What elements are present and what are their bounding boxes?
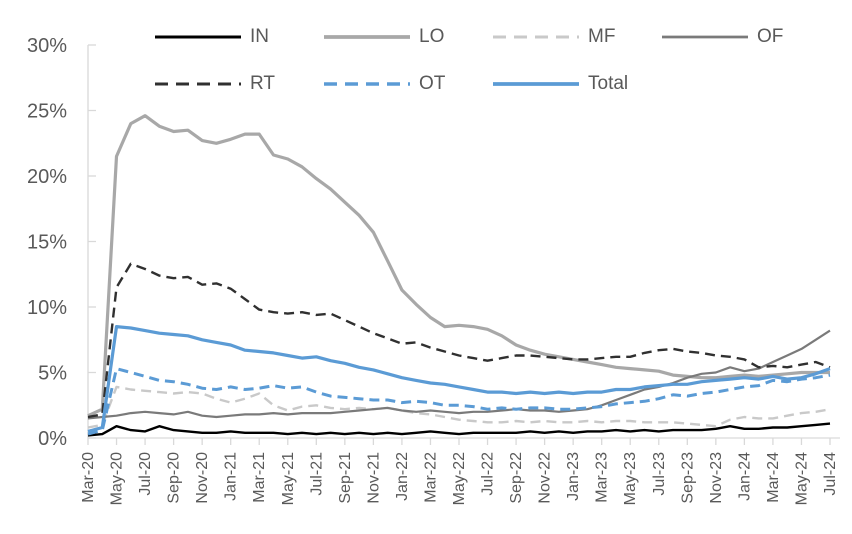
- x-tick-label: Mar-21: [251, 452, 268, 503]
- x-tick-label: Jan-23: [565, 452, 582, 501]
- legend-line-lo-sample: [324, 35, 410, 39]
- y-tick-label: 15%: [27, 232, 67, 254]
- x-tick-label: Sep-20: [166, 452, 183, 504]
- series-line-rt: [87, 262, 831, 419]
- legend-label-in: IN: [250, 26, 269, 47]
- series-line-of: [87, 329, 831, 420]
- legend-line-total-sample: [493, 82, 579, 86]
- x-tick-label: Sep-21: [337, 452, 354, 504]
- y-tick-label: 30%: [27, 35, 67, 57]
- x-tick-label: Nov-21: [365, 452, 382, 504]
- x-tick-label: May-21: [280, 452, 297, 505]
- x-tick-label: Mar-23: [594, 452, 611, 503]
- legend-label-mf: MF: [588, 26, 616, 47]
- legend-label-rt: RT: [250, 73, 275, 94]
- y-tick-label: 0%: [38, 428, 67, 450]
- legend-item-mf: MF: [493, 26, 662, 48]
- series-line-mf: [87, 385, 831, 429]
- series-line-lo: [87, 114, 830, 418]
- x-tick-label: Mar-22: [422, 452, 439, 503]
- series-line-in: [87, 422, 831, 437]
- x-tick-label: May-22: [451, 452, 468, 505]
- x-tick-label: Mar-24: [765, 452, 782, 503]
- legend-label-ot: OT: [419, 73, 446, 94]
- axes: 0% 5% 10% 15% 20% 25% 30% Mar-20 May-20 Jul-20 Sep…: [27, 35, 840, 505]
- legend-line-in-sample: [155, 35, 241, 39]
- x-tick-label: Sep-23: [679, 452, 696, 504]
- legend-item-total: Total: [493, 73, 662, 95]
- legend-item-rt: RT: [155, 73, 324, 95]
- y-tick-label: 10%: [27, 297, 67, 319]
- x-tick-label: Nov-23: [708, 452, 725, 504]
- x-tick-label: Jul-20: [137, 452, 154, 496]
- x-tick-label: Nov-22: [537, 452, 554, 504]
- x-tick-label: Jul-21: [308, 452, 325, 496]
- legend-row-2: RT OT Total: [155, 71, 662, 97]
- legend-line-rt-sample: [155, 82, 241, 86]
- legend-item-lo: LO: [324, 26, 493, 48]
- series-line-total: [87, 325, 831, 433]
- x-tick-label: Jul-24: [822, 452, 839, 496]
- legend-label-of: OF: [757, 26, 784, 47]
- x-tick-label: May-20: [109, 452, 126, 505]
- legend-row-1: IN LO MF OF: [155, 24, 831, 50]
- y-tick-label: 20%: [27, 166, 67, 188]
- legend-line-of-sample: [662, 35, 748, 39]
- legend-item-of: OF: [662, 26, 831, 48]
- series-lines: [87, 114, 831, 437]
- y-tick-label: 25%: [27, 101, 67, 123]
- x-tick-label: Jan-24: [736, 452, 753, 501]
- series-line-ot: [87, 367, 831, 436]
- x-tick-label: Sep-22: [508, 452, 525, 504]
- x-tick-label: Jul-22: [480, 452, 497, 496]
- y-tick-label: 5%: [38, 363, 67, 385]
- legend-label-lo: LO: [419, 26, 445, 47]
- x-tick-label: May-24: [793, 452, 810, 505]
- legend-line-mf-sample: [493, 35, 579, 39]
- legend-label-total: Total: [588, 73, 629, 94]
- x-tick-label: Jan-22: [394, 452, 411, 501]
- legend-item-in: IN: [155, 26, 324, 48]
- x-tick-label: Jan-21: [223, 452, 240, 501]
- x-tick-label: Nov-20: [194, 452, 211, 504]
- legend-item-ot: OT: [324, 73, 493, 95]
- legend-line-ot-sample: [324, 82, 410, 86]
- x-tick-label: Jul-23: [651, 452, 668, 496]
- x-tick-label: Mar-20: [80, 452, 97, 503]
- x-tick-label: May-23: [622, 452, 639, 505]
